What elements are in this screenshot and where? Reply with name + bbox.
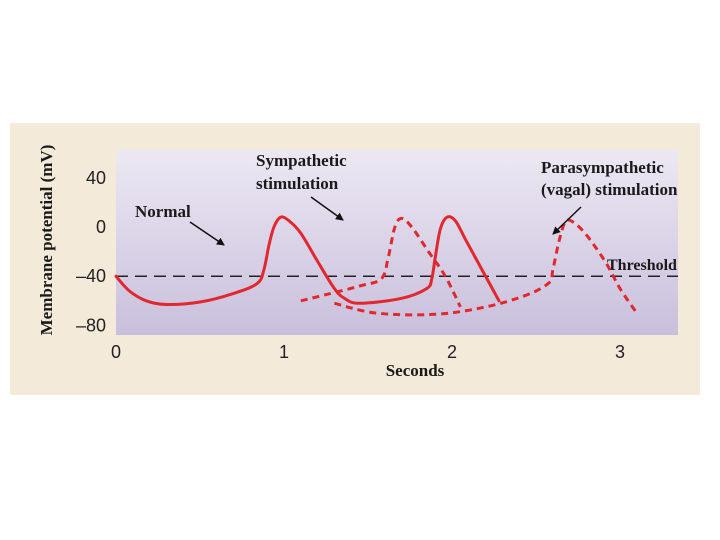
series-normal-line xyxy=(114,215,501,307)
annotation-sympathetic-arrow xyxy=(310,196,344,221)
annotation-normal: Normal xyxy=(135,202,191,221)
annotation-sympathetic-line1: Sympathetic xyxy=(256,151,347,170)
x-axis-label: Seconds xyxy=(386,361,445,380)
y-tick-label: –40 xyxy=(76,266,106,286)
x-tick-label: 2 xyxy=(447,342,457,362)
y-tick-label: 0 xyxy=(96,217,106,237)
annotation-sympathetic-line2: stimulation xyxy=(256,174,339,193)
x-ticks: 0 1 2 3 xyxy=(111,342,625,362)
x-tick-label: 0 xyxy=(111,342,121,362)
threshold-label: Threshold xyxy=(607,257,677,274)
x-tick-label: 1 xyxy=(279,342,289,362)
x-tick-label: 3 xyxy=(615,342,625,362)
annotation-parasympathetic-line1: Parasympathetic xyxy=(541,158,664,177)
y-ticks: 40 0 –40 –80 xyxy=(76,168,106,336)
plot-area xyxy=(116,150,678,335)
y-tick-label: –80 xyxy=(76,315,106,335)
y-tick-label: 40 xyxy=(86,168,106,188)
annotation-parasympathetic-line2: (vagal) stimulation xyxy=(541,180,678,199)
y-axis-label: Membrane potential (mV) xyxy=(37,145,56,336)
annotation-normal-arrow xyxy=(189,221,225,246)
series-sympathetic-line xyxy=(300,216,462,308)
annotation-parasympathetic-arrow xyxy=(552,206,582,235)
